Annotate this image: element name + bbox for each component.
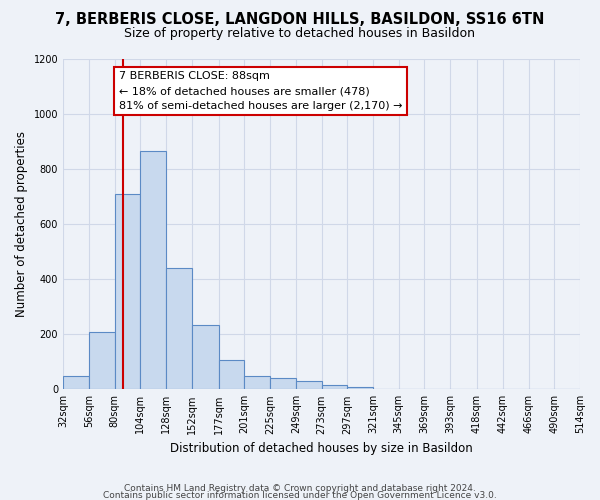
Text: 7 BERBERIS CLOSE: 88sqm
← 18% of detached houses are smaller (478)
81% of semi-d: 7 BERBERIS CLOSE: 88sqm ← 18% of detache… [119, 72, 403, 111]
Bar [322, 385, 347, 390]
Bar [89, 332, 115, 390]
Text: Contains public sector information licensed under the Open Government Licence v3: Contains public sector information licen… [103, 492, 497, 500]
Bar [166, 268, 192, 390]
Bar [270, 378, 296, 390]
Bar [63, 376, 89, 390]
Text: Contains HM Land Registry data © Crown copyright and database right 2024.: Contains HM Land Registry data © Crown c… [124, 484, 476, 493]
Y-axis label: Number of detached properties: Number of detached properties [15, 131, 28, 317]
Bar [218, 360, 244, 390]
Bar [140, 151, 166, 390]
Bar [115, 194, 140, 390]
X-axis label: Distribution of detached houses by size in Basildon: Distribution of detached houses by size … [170, 442, 473, 455]
Bar [244, 376, 270, 390]
Text: 7, BERBERIS CLOSE, LANGDON HILLS, BASILDON, SS16 6TN: 7, BERBERIS CLOSE, LANGDON HILLS, BASILD… [55, 12, 545, 28]
Text: Size of property relative to detached houses in Basildon: Size of property relative to detached ho… [125, 28, 476, 40]
Bar [347, 386, 373, 390]
Bar [296, 381, 322, 390]
Bar [192, 324, 218, 390]
